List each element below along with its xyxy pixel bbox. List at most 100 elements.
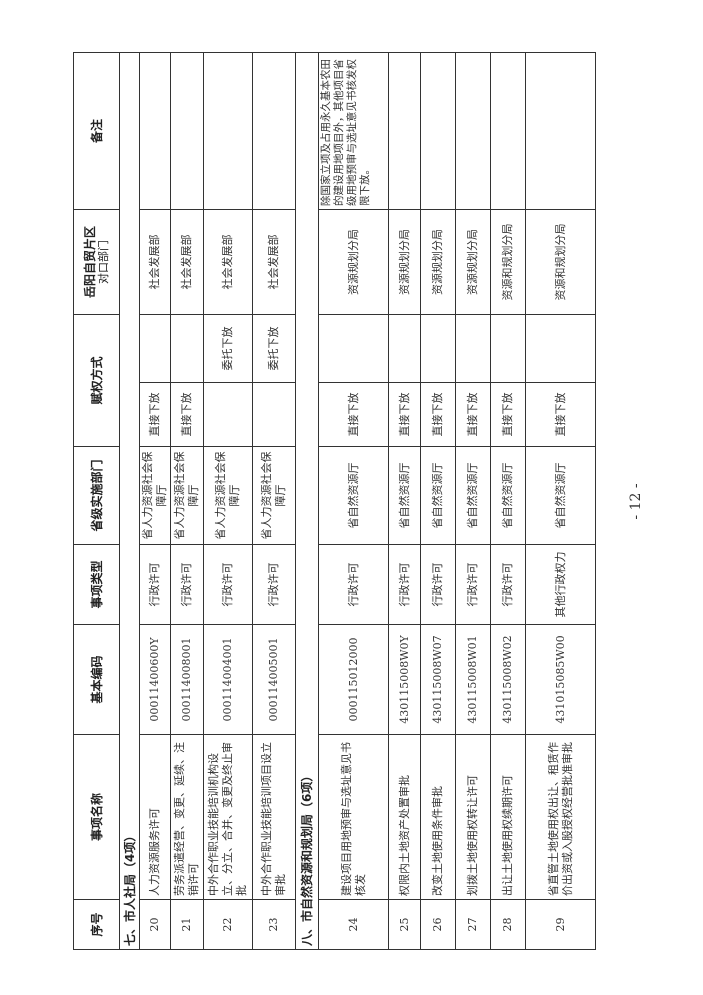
cell-seq: 27 xyxy=(455,899,491,950)
cell-code: 430115008W01 xyxy=(455,624,491,735)
cell-code: 000114005001 xyxy=(252,624,296,735)
cell-direct-delegation: 直接下放 xyxy=(455,382,491,447)
cell-code: 430115008W02 xyxy=(490,624,526,735)
cell-code: 430115008W0Y xyxy=(388,624,421,735)
cell-name: 中外合作职业技能培训项目设立审批 xyxy=(252,734,296,900)
section-row: 八、市自然资源和规划局（6项） xyxy=(295,52,319,950)
rotated-page: 序号 事项名称 基本编码 事项类型 省级实施部门 赋权方式 岳阳自贸片区 对口部… xyxy=(73,52,693,950)
cell-remark xyxy=(525,52,596,210)
cell-type: 行政许可 xyxy=(318,544,389,625)
cell-seq: 25 xyxy=(388,899,421,950)
cell-entrusted-delegation xyxy=(388,314,421,383)
cell-type: 其他行政权力 xyxy=(525,544,596,625)
cell-counterpart: 社会发展部 xyxy=(170,209,204,315)
cell-name: 人力资源服务许可 xyxy=(139,734,171,900)
cell-direct-delegation xyxy=(203,382,253,447)
header-type: 事项类型 xyxy=(73,544,120,625)
cell-name: 出让土地使用权续期许可 xyxy=(490,734,526,900)
cell-provincial-dept: 省自然资源厅 xyxy=(420,446,456,545)
cell-entrusted-delegation: 委托下放 xyxy=(252,314,296,383)
delegation-table: 序号 事项名称 基本编码 事项类型 省级实施部门 赋权方式 岳阳自贸片区 对口部… xyxy=(73,52,596,950)
cell-provincial-dept: 省自然资源厅 xyxy=(388,446,421,545)
cell-name: 划拨土地使用权转让许可 xyxy=(455,734,491,900)
cell-seq: 24 xyxy=(318,899,389,950)
section-row: 七、市人社局（4项） xyxy=(119,52,140,950)
cell-seq: 23 xyxy=(252,899,296,950)
cell-seq: 29 xyxy=(525,899,596,950)
cell-name: 劳务派遣经营、变更、延续、注销许可 xyxy=(170,734,204,900)
cell-remark xyxy=(139,52,171,210)
cell-provincial-dept: 省人力资源社会保障厅 xyxy=(139,446,171,545)
cell-type: 行政许可 xyxy=(420,544,456,625)
cell-provincial-dept: 省自然资源厅 xyxy=(455,446,491,545)
cell-direct-delegation: 直接下放 xyxy=(388,382,421,447)
cell-type: 行政许可 xyxy=(388,544,421,625)
cell-direct-delegation: 直接下放 xyxy=(139,382,171,447)
cell-type: 行政许可 xyxy=(170,544,204,625)
cell-provincial-dept: 省自然资源厅 xyxy=(318,446,389,545)
page-number: - 12 - xyxy=(628,483,644,520)
cell-counterpart: 社会发展部 xyxy=(139,209,171,315)
cell-direct-delegation: 直接下放 xyxy=(490,382,526,447)
cell-type: 行政许可 xyxy=(490,544,526,625)
cell-seq: 21 xyxy=(170,899,204,950)
header-row: 序号 事项名称 基本编码 事项类型 省级实施部门 赋权方式 岳阳自贸片区 对口部… xyxy=(73,52,120,950)
cell-seq: 20 xyxy=(139,899,171,950)
cell-entrusted-delegation xyxy=(139,314,171,383)
cell-provincial-dept: 省人力资源社会保障厅 xyxy=(252,446,296,545)
header-name: 事项名称 xyxy=(73,734,120,900)
table-row: 21 劳务派遣经营、变更、延续、注销许可 000114008001 行政许可 省人力资源… xyxy=(170,52,204,950)
cell-entrusted-delegation xyxy=(525,314,596,383)
header-counterpart-line1: 岳阳自贸片区 xyxy=(82,225,97,298)
cell-counterpart: 资源和规划分局 xyxy=(525,209,596,315)
cell-remark xyxy=(388,52,421,210)
cell-remark xyxy=(170,52,204,210)
cell-counterpart: 资源规划分局 xyxy=(388,209,421,315)
table-row: 22 中外合作职业技能培训机构设立、分立、合并、变更及终止审批 0001140040… xyxy=(203,52,253,950)
cell-name: 中外合作职业技能培训机构设立、分立、合并、变更及终止审批 xyxy=(203,734,253,900)
header-grant-method: 赋权方式 xyxy=(73,314,120,447)
cell-entrusted-delegation: 委托下放 xyxy=(203,314,253,383)
cell-counterpart: 资源规划分局 xyxy=(318,209,389,315)
cell-name: 权限内土地资产处置审批 xyxy=(388,734,421,900)
cell-seq: 28 xyxy=(490,899,526,950)
cell-counterpart: 资源规划分局 xyxy=(420,209,456,315)
table-row: 27 划拨土地使用权转让许可 430115008W01 行政许可 省自然资源厅 直接下放 资… xyxy=(455,52,491,950)
cell-counterpart: 社会发展部 xyxy=(203,209,253,315)
cell-provincial-dept: 省自然资源厅 xyxy=(525,446,596,545)
header-provincial-dept: 省级实施部门 xyxy=(73,446,120,545)
cell-type: 行政许可 xyxy=(455,544,491,625)
cell-entrusted-delegation xyxy=(170,314,204,383)
cell-direct-delegation: 直接下放 xyxy=(170,382,204,447)
cell-provincial-dept: 省自然资源厅 xyxy=(490,446,526,545)
header-code: 基本编码 xyxy=(73,624,120,735)
cell-counterpart: 资源和规划分局 xyxy=(490,209,526,315)
table-row: 29 省直管土地使用权出让、租赁作价出资或入股授权经营批准审批 431015085W… xyxy=(525,52,596,950)
cell-remark xyxy=(252,52,296,210)
cell-direct-delegation: 直接下放 xyxy=(318,382,389,447)
section-title: 八、市自然资源和规划局（6项） xyxy=(295,52,319,950)
cell-entrusted-delegation xyxy=(455,314,491,383)
header-seq: 序号 xyxy=(73,899,120,950)
cell-remark xyxy=(455,52,491,210)
cell-code: 000114008001 xyxy=(170,624,204,735)
cell-entrusted-delegation xyxy=(420,314,456,383)
cell-remark xyxy=(420,52,456,210)
cell-name: 建设项目用地预审与选址意见书核发 xyxy=(318,734,389,900)
cell-remark xyxy=(490,52,526,210)
cell-type: 行政许可 xyxy=(252,544,296,625)
cell-counterpart: 资源规划分局 xyxy=(455,209,491,315)
cell-remark: 除国家立项及占用永久基本农田的建设用地项目外，其他项目省级用地预审与选址意见书核… xyxy=(318,52,389,210)
header-counterpart-line2: 对口部门 xyxy=(96,239,110,284)
cell-type: 行政许可 xyxy=(139,544,171,625)
cell-seq: 22 xyxy=(203,899,253,950)
cell-name: 改变土地使用条件审批 xyxy=(420,734,456,900)
cell-code: 431015085W00 xyxy=(525,624,596,735)
cell-direct-delegation: 直接下放 xyxy=(420,382,456,447)
cell-code: 000114004001 xyxy=(203,624,253,735)
header-remark: 备注 xyxy=(73,52,120,210)
section-title: 七、市人社局（4项） xyxy=(119,52,140,950)
cell-code: 00011400600Y xyxy=(139,624,171,735)
cell-entrusted-delegation xyxy=(490,314,526,383)
cell-code: 430115008W07 xyxy=(420,624,456,735)
